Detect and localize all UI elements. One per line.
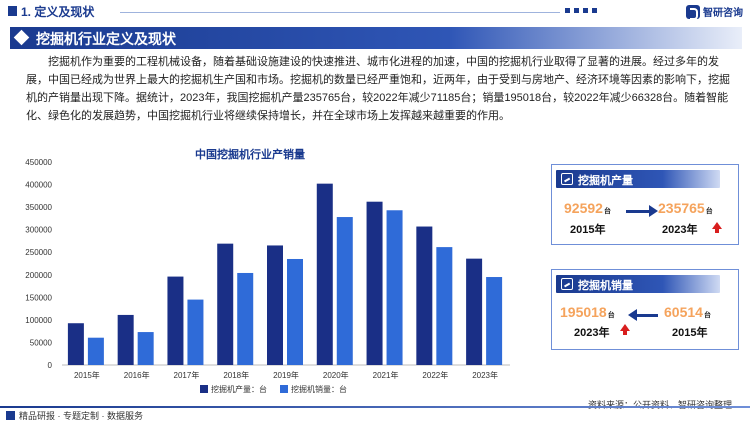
sales-bar xyxy=(87,337,104,365)
production-right-unit: 台 xyxy=(705,208,713,215)
footer-square-icon xyxy=(6,411,15,420)
sales-left-value-wrap: 195018台 xyxy=(560,304,615,320)
brand-logo: 智研咨询 xyxy=(686,4,743,20)
footer-slogan-text: 精品研报 · 专题定制 · 数据服务 xyxy=(19,411,143,421)
production-bar xyxy=(167,276,184,365)
sales-right-year: 2015年 xyxy=(672,327,708,339)
decorative-dots xyxy=(565,8,597,13)
legend-label: 挖掘机销量：台 xyxy=(291,384,347,394)
sales-left-unit: 台 xyxy=(607,312,615,319)
legend-label: 挖掘机产量：台 xyxy=(211,384,267,394)
production-left-value: 92592 xyxy=(564,200,603,216)
production-left-unit: 台 xyxy=(603,208,611,215)
sales-left-value: 195018 xyxy=(560,304,607,320)
production-left-year: 2015年 xyxy=(570,224,606,236)
x-tick-label: 2019年 xyxy=(273,370,299,380)
sales-card-title: 挖掘机销量 xyxy=(578,280,633,292)
production-bar xyxy=(267,245,283,365)
production-card: 挖掘机产量 92592台 2015年 235765台 2023年 xyxy=(551,164,739,245)
production-bar xyxy=(217,243,234,365)
sales-bar xyxy=(486,277,503,365)
sales-bar xyxy=(237,272,254,365)
source-note: 资料来源：公开资料、智研咨询整理 xyxy=(588,400,733,410)
y-tick-label: 450000 xyxy=(25,158,52,167)
sales-right-value: 60514 xyxy=(664,304,703,320)
y-tick-label: 100000 xyxy=(25,316,52,325)
y-tick-label: 50000 xyxy=(30,338,53,347)
sales-bar xyxy=(436,247,453,365)
sales-bar xyxy=(137,332,154,365)
y-tick-label: 150000 xyxy=(25,293,52,302)
sales-bar xyxy=(386,210,403,365)
footer-slogan: 精品研报 · 专题定制 · 数据服务 xyxy=(6,409,143,422)
legend-swatch xyxy=(200,385,208,393)
production-bar xyxy=(117,314,134,365)
production-right-value: 235765 xyxy=(658,200,705,216)
up-arrow-icon xyxy=(620,324,630,331)
chart-icon xyxy=(561,278,573,290)
intro-paragraph: 挖掘机作为重要的工程机械设备，随着基础设施建设的快速推进、城市化进程的加速，中国… xyxy=(26,56,730,122)
section-marker xyxy=(8,6,17,16)
sales-bar xyxy=(287,258,303,365)
y-tick-label: 200000 xyxy=(25,271,52,280)
y-tick-label: 0 xyxy=(48,361,53,370)
production-card-header: 挖掘机产量 xyxy=(556,170,720,188)
legend-swatch xyxy=(280,385,288,393)
production-left-value-wrap: 92592台 xyxy=(564,200,611,216)
top-divider xyxy=(120,12,560,13)
section-title: 1. 定义及现状 xyxy=(21,5,95,19)
sales-left-year: 2023年 xyxy=(574,327,610,339)
footer-divider xyxy=(0,406,750,408)
production-right-value-wrap: 235765台 xyxy=(658,200,713,216)
sales-right-unit: 台 xyxy=(703,312,711,319)
brand-logo-text: 智研咨询 xyxy=(703,8,743,19)
right-arrow-icon xyxy=(626,205,658,217)
production-bar xyxy=(466,258,483,365)
sales-bar xyxy=(187,299,204,365)
x-tick-label: 2020年 xyxy=(323,370,349,380)
y-tick-label: 350000 xyxy=(25,203,52,212)
production-bar xyxy=(67,323,84,365)
x-tick-label: 2022年 xyxy=(422,370,448,380)
y-tick-label: 300000 xyxy=(25,226,52,235)
production-bar xyxy=(316,183,333,365)
production-right-year: 2023年 xyxy=(662,224,698,236)
chart-title: 中国挖掘机行业产销量 xyxy=(195,149,305,161)
top-bar: 1. 定义及现状 智研咨询 xyxy=(0,0,750,24)
x-tick-label: 2017年 xyxy=(174,370,200,380)
x-tick-label: 2016年 xyxy=(124,370,150,380)
page-title: 挖掘机行业定义及现状 xyxy=(36,31,176,47)
left-arrow-icon xyxy=(628,309,658,321)
bar-chart: 0 50000 100000 150000 200000 250000 300000 3500… xyxy=(25,158,510,394)
diamond-icon xyxy=(13,29,30,46)
brand-logo-icon xyxy=(686,4,700,20)
sales-card-header: 挖掘机销量 xyxy=(556,275,720,293)
up-arrow-icon xyxy=(712,222,722,229)
sales-card: 挖掘机销量 195018台 2023年 60514台 2015年 xyxy=(551,269,739,350)
x-tick-label: 2021年 xyxy=(373,370,399,380)
sales-right-value-wrap: 60514台 xyxy=(664,304,711,320)
production-card-title: 挖掘机产量 xyxy=(578,175,633,187)
sales-bar xyxy=(336,217,353,365)
x-tick-label: 2018年 xyxy=(223,370,249,380)
chart-icon xyxy=(561,173,573,185)
production-bar xyxy=(416,226,433,365)
x-tick-label: 2023年 xyxy=(472,370,498,380)
y-tick-label: 400000 xyxy=(25,181,52,190)
y-tick-label: 250000 xyxy=(25,248,52,257)
x-tick-label: 2015年 xyxy=(74,370,100,380)
title-banner: 挖掘机行业定义及现状 xyxy=(10,27,742,49)
production-bar xyxy=(366,201,383,365)
